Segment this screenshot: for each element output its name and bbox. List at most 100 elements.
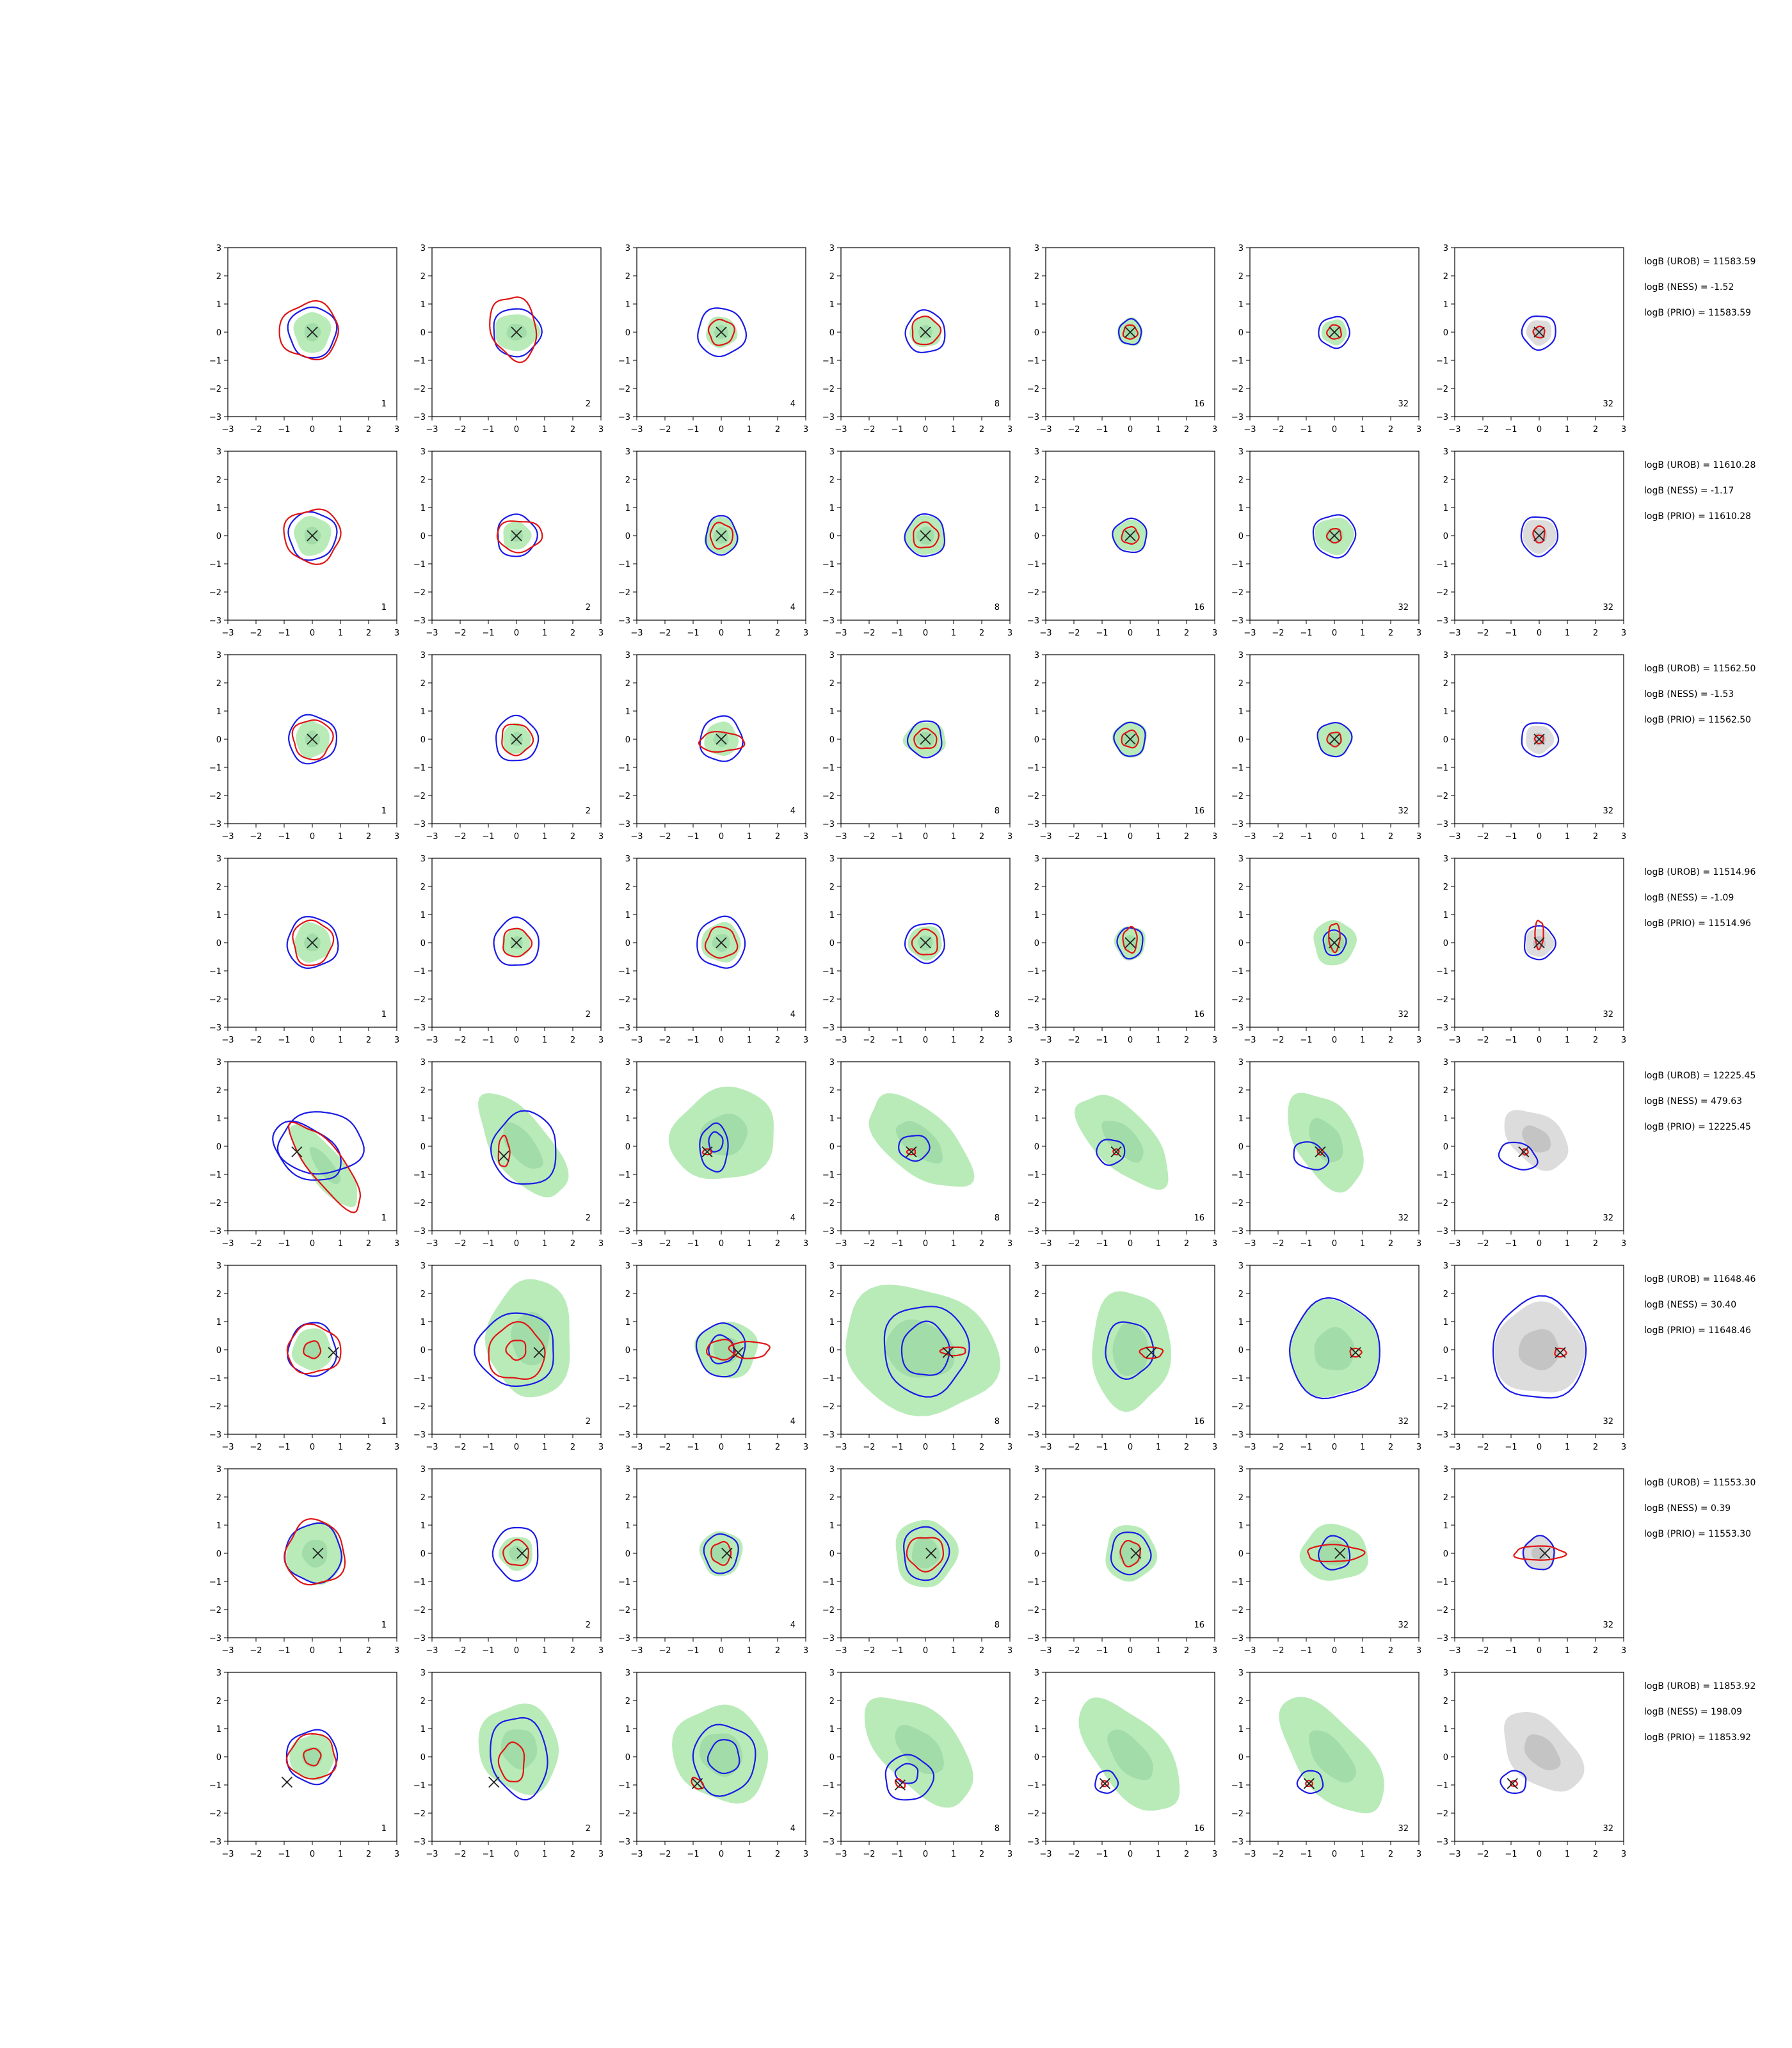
x-marker xyxy=(721,1548,733,1559)
panel-label: 32 xyxy=(1603,806,1613,816)
subplot-contents xyxy=(1074,1094,1169,1190)
x-tick-label: 2 xyxy=(775,1850,780,1859)
x-tick-label: −3 xyxy=(1448,1036,1460,1045)
y-tick-label: −3 xyxy=(822,820,835,829)
x-tick-label: −1 xyxy=(687,1443,699,1452)
y-tick-label: 0 xyxy=(1034,1753,1039,1763)
x-tick-label: −3 xyxy=(221,425,234,435)
y-tick-label: −2 xyxy=(822,1402,835,1412)
x-tick-label: −3 xyxy=(835,1646,847,1656)
x-tick-label: 0 xyxy=(923,1239,928,1249)
panel-label: 4 xyxy=(790,603,796,612)
density-core-fill xyxy=(301,1540,328,1568)
x-tick-label: −3 xyxy=(1039,1443,1052,1452)
x-tick-label: −3 xyxy=(630,425,643,435)
y-tick-label: 0 xyxy=(420,1142,426,1152)
x-tick-label: 3 xyxy=(1007,628,1012,638)
y-tick-label: 2 xyxy=(1034,1493,1039,1503)
x-tick-label: −3 xyxy=(1448,425,1460,435)
y-tick-label: 1 xyxy=(1034,1318,1039,1327)
x-tick-label: 1 xyxy=(747,425,752,435)
y-tick-label: −3 xyxy=(822,1023,835,1033)
blue-contour xyxy=(286,915,339,970)
red-contour xyxy=(501,723,534,756)
x-tick-label: 0 xyxy=(310,1850,315,1859)
x-tick-label: −2 xyxy=(250,628,262,638)
subplot-contents xyxy=(704,515,739,556)
x-tick-label: 2 xyxy=(1593,1443,1598,1452)
y-tick-label: 2 xyxy=(1034,1086,1039,1096)
y-tick-label: −3 xyxy=(618,1227,630,1236)
x-tick-label: 0 xyxy=(514,628,519,638)
plot-row-2: −3−3−2−2−1−1001122331−3−3−2−2−1−10011223… xyxy=(209,447,1756,638)
x-tick-label: 0 xyxy=(719,1850,724,1859)
x-tick-label: 0 xyxy=(1332,628,1337,638)
red-contour xyxy=(1532,325,1546,339)
x-tick-label: 1 xyxy=(747,1646,752,1656)
panel-label: 8 xyxy=(995,603,1000,612)
subplot-r3-c3: −3−3 −2 −2 −1 −1 0 0 1 1 2 2 3 3 4 xyxy=(618,651,808,842)
x-tick-label: 1 xyxy=(747,1443,752,1452)
y-tick-label: −3 xyxy=(413,1837,426,1847)
y-tick-label: 3 xyxy=(1443,244,1448,253)
x-tick-label: 1 xyxy=(1360,1239,1365,1249)
x-tick-label: 1 xyxy=(1156,1850,1161,1859)
logB-annotation: logB (UROB) = 11562.50 xyxy=(1644,664,1756,674)
y-tick-label: −3 xyxy=(1436,1023,1448,1033)
y-tick-label: −3 xyxy=(822,1227,835,1236)
x-tick-label: −2 xyxy=(454,1036,466,1045)
x-marker xyxy=(920,937,931,948)
x-tick-label: 2 xyxy=(570,1239,575,1249)
y-tick-label: 3 xyxy=(420,1668,426,1678)
x-tick-label: −3 xyxy=(1039,1239,1052,1249)
subplot-contents xyxy=(283,508,342,566)
subplot-r1-c1: −3−3 −2 −2 −1 −1 0 0 1 1 2 2 3 3 1 xyxy=(209,244,399,435)
y-tick-label: −1 xyxy=(822,764,835,773)
x-tick-label: 0 xyxy=(1128,1646,1133,1656)
x-tick-label: 1 xyxy=(338,1850,343,1859)
y-tick-label: −2 xyxy=(822,588,835,598)
x-marker xyxy=(1329,326,1340,338)
y-tick-label: −2 xyxy=(618,1402,630,1412)
x-tick-label: −1 xyxy=(687,1036,699,1045)
subplot-contents xyxy=(868,1093,975,1187)
x-tick-label: 2 xyxy=(1593,628,1598,638)
y-tick-label: 0 xyxy=(1443,1346,1448,1356)
logB-annotation: logB (NESS) = 479.63 xyxy=(1644,1096,1742,1107)
y-tick-label: 1 xyxy=(829,504,835,513)
y-tick-label: 0 xyxy=(1238,328,1244,338)
y-tick-label: 1 xyxy=(1443,300,1448,310)
x-tick-label: −2 xyxy=(863,832,875,842)
panel-label: 32 xyxy=(1603,399,1613,409)
x-tick-label: 3 xyxy=(1007,1036,1012,1045)
blue-contour xyxy=(1520,516,1559,557)
x-tick-label: −1 xyxy=(278,1646,290,1656)
logB-annotation: logB (NESS) = -1.09 xyxy=(1644,893,1734,903)
x-tick-label: −3 xyxy=(221,1850,234,1859)
y-tick-label: 1 xyxy=(216,300,221,310)
subplot-r4-c3: −3−3 −2 −2 −1 −1 0 0 1 1 2 2 3 3 4 xyxy=(618,854,808,1045)
x-tick-label: 1 xyxy=(951,1036,956,1045)
y-tick-label: −1 xyxy=(413,1374,426,1384)
y-tick-label: 0 xyxy=(420,1753,426,1763)
x-tick-label: −2 xyxy=(659,1850,671,1859)
x-tick-label: −1 xyxy=(687,1239,699,1249)
x-tick-label: 3 xyxy=(598,628,604,638)
x-tick-label: 0 xyxy=(514,425,519,435)
panel-label: 1 xyxy=(381,1213,387,1223)
x-marker xyxy=(1555,1347,1566,1359)
logB-annotation: logB (NESS) = -1.17 xyxy=(1644,486,1734,496)
x-tick-label: −1 xyxy=(1096,832,1108,842)
subplot-contents xyxy=(672,1704,769,1804)
y-tick-label: 3 xyxy=(829,854,835,864)
y-tick-label: −1 xyxy=(1436,1374,1448,1384)
y-tick-label: −1 xyxy=(209,560,221,570)
x-tick-label: −1 xyxy=(1505,1036,1517,1045)
x-tick-label: 0 xyxy=(923,1850,928,1859)
x-tick-label: 1 xyxy=(951,425,956,435)
x-tick-label: 3 xyxy=(803,1239,808,1249)
subplot-contents xyxy=(1288,1092,1364,1193)
x-tick-label: 2 xyxy=(366,1850,371,1859)
x-marker xyxy=(511,937,522,948)
logB-annotation: logB (PRIO) = 11553.30 xyxy=(1644,1529,1751,1539)
